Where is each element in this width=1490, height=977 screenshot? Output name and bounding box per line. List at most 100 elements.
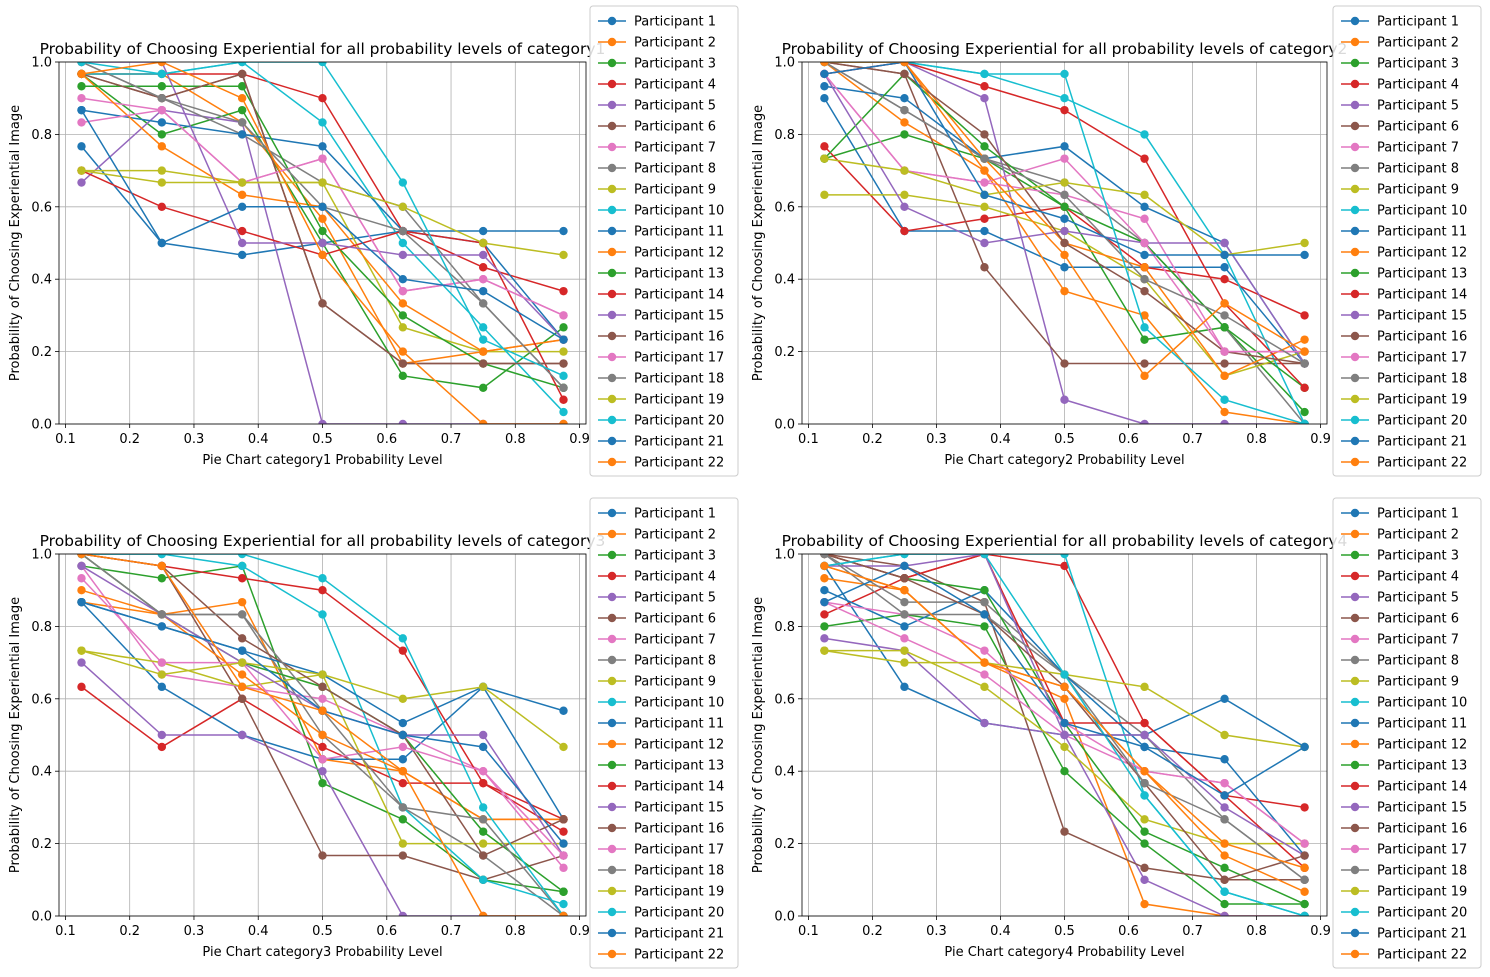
data-point xyxy=(820,610,829,619)
data-point xyxy=(77,62,86,67)
legend-swatch-marker xyxy=(1350,949,1360,959)
legend-label: Participant 20 xyxy=(1377,414,1467,429)
data-point xyxy=(1220,694,1229,703)
legend-swatch-marker xyxy=(607,289,617,299)
data-point xyxy=(980,178,989,187)
legend-swatch-marker xyxy=(607,949,617,959)
legend-label: Participant 6 xyxy=(634,612,716,627)
legend-swatch-marker xyxy=(607,718,617,728)
legend-swatch-marker xyxy=(607,802,617,812)
x-tick-label: 0.7 xyxy=(1182,432,1203,447)
legend-swatch-marker xyxy=(1350,655,1360,665)
data-point xyxy=(478,347,488,356)
data-point xyxy=(900,69,909,79)
data-point xyxy=(318,94,327,103)
legend-label: Participant 18 xyxy=(1377,372,1467,387)
data-point xyxy=(478,875,488,884)
data-point xyxy=(398,178,408,187)
data-point xyxy=(900,105,909,115)
data-point xyxy=(900,561,909,571)
y-tick-label: 0.8 xyxy=(31,620,52,635)
data-point xyxy=(318,250,327,260)
data-point xyxy=(900,118,909,127)
data-point xyxy=(318,178,327,187)
data-point xyxy=(1060,142,1069,151)
data-point xyxy=(980,154,989,163)
data-point xyxy=(900,610,909,619)
legend-swatch-marker xyxy=(1350,100,1360,110)
x-tick-label: 0.9 xyxy=(1310,432,1331,447)
data-point xyxy=(980,610,989,619)
data-point xyxy=(559,407,568,417)
legend-swatch-marker xyxy=(607,331,617,341)
data-point xyxy=(318,694,327,703)
legend-label: Participant 7 xyxy=(634,633,716,648)
data-point xyxy=(1140,839,1149,848)
legend-label: Participant 9 xyxy=(634,183,716,198)
plot-area xyxy=(820,554,1309,916)
legend-swatch-marker xyxy=(607,247,617,257)
legend-swatch-marker xyxy=(1350,634,1360,644)
legend-swatch-marker xyxy=(1350,571,1360,581)
legend-label: Participant 5 xyxy=(1377,591,1459,606)
legend-label: Participant 19 xyxy=(1377,885,1467,900)
legend-label: Participant 12 xyxy=(1377,738,1467,753)
data-point xyxy=(318,706,327,715)
x-tick-label: 0.2 xyxy=(862,924,883,939)
plot-area xyxy=(77,62,568,424)
data-point xyxy=(77,142,86,151)
legend-label: Participant 1 xyxy=(1377,15,1459,30)
data-point xyxy=(398,275,408,284)
data-point xyxy=(237,682,247,692)
y-tick-label: 0.2 xyxy=(31,345,52,360)
y-tick-label: 0.0 xyxy=(774,418,795,433)
legend-label: Participant 13 xyxy=(634,267,724,282)
data-point xyxy=(980,142,989,151)
data-point xyxy=(1140,419,1149,424)
legend-label: Participant 14 xyxy=(634,288,724,303)
legend-label: Participant 8 xyxy=(634,162,716,177)
data-point xyxy=(1300,359,1309,368)
data-point xyxy=(980,554,989,559)
data-point xyxy=(980,130,989,139)
data-point xyxy=(318,574,327,583)
data-point xyxy=(237,130,247,139)
x-tick-label: 0.5 xyxy=(1054,924,1075,939)
data-point xyxy=(1060,682,1069,692)
data-point xyxy=(1140,238,1149,248)
data-point xyxy=(157,561,167,571)
y-tick-label: 0.2 xyxy=(774,837,795,852)
legend-swatch-marker xyxy=(607,37,617,47)
data-point xyxy=(478,730,488,740)
legend-swatch-marker xyxy=(607,529,617,539)
data-point xyxy=(77,118,86,127)
data-point xyxy=(1220,755,1229,764)
y-tick-label: 0.6 xyxy=(31,692,52,707)
data-point xyxy=(157,105,167,115)
legend-swatch-marker xyxy=(1350,844,1360,854)
legend-swatch-marker xyxy=(607,613,617,623)
data-point xyxy=(900,646,909,655)
data-point xyxy=(318,62,327,67)
chart-title: Probability of Choosing Experiential for… xyxy=(782,40,1348,58)
legend-label: Participant 17 xyxy=(634,351,724,366)
data-point xyxy=(900,202,909,211)
data-point xyxy=(398,226,408,236)
legend-swatch-marker xyxy=(607,394,617,404)
data-point xyxy=(77,166,86,175)
data-point xyxy=(237,597,247,607)
legend-label: Participant 3 xyxy=(1377,549,1459,564)
x-axis-label: Pie Chart category4 Probability Level xyxy=(944,945,1184,960)
legend-swatch-marker xyxy=(1350,268,1360,278)
x-axis-label: Pie Chart category1 Probability Level xyxy=(202,453,442,468)
legend-label: Participant 4 xyxy=(634,78,716,93)
data-point xyxy=(157,82,167,91)
data-point xyxy=(157,202,167,211)
data-point xyxy=(478,419,488,424)
data-point xyxy=(398,778,408,788)
data-point xyxy=(900,190,909,200)
chart-panel-4: 0.1 0.2 0.3 0.4 0.5 0.6 0.7 0.8 0.9 0.0 0.2 0.4 0.6 0… xyxy=(751,497,1482,969)
data-point xyxy=(237,574,247,583)
legend: Participant 1 Participant 2 Participant 3 P… xyxy=(1332,497,1482,969)
legend-swatch-marker xyxy=(1350,760,1360,770)
